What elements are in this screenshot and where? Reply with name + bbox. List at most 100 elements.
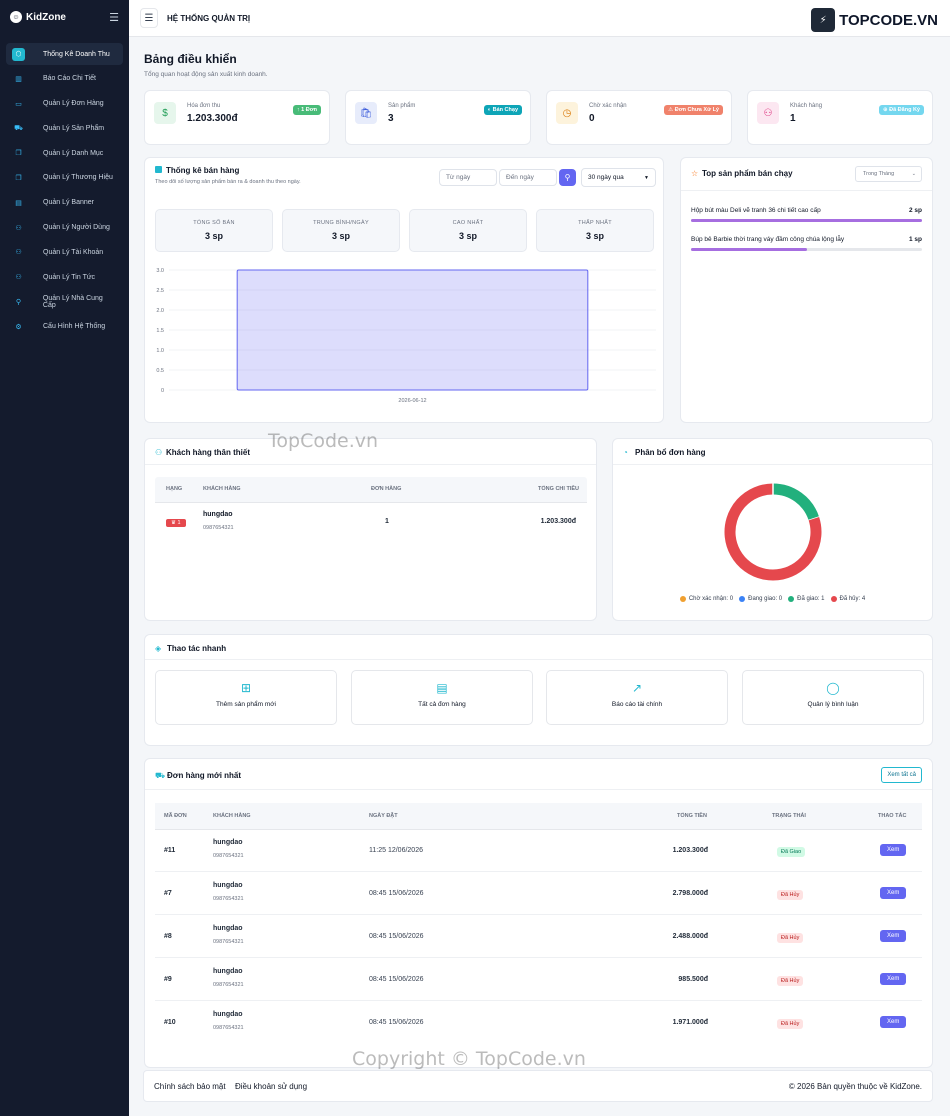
sidebar-item[interactable]: ❐ Quản Lý Danh Mục — [6, 142, 123, 164]
loyal-customers-card: ⚇ Khách hàng thân thiết HẠNG KHÁCH HÀNG … — [144, 438, 597, 621]
orders-table-header: MÃ ĐƠN KHÁCH HÀNG NGÀY ĐẶT TỔNG TIỀN TRẠ… — [155, 803, 922, 829]
col-orders: ĐƠN HÀNG — [371, 486, 402, 492]
view-order-button[interactable]: Xem — [880, 887, 907, 899]
legend-dot — [830, 596, 837, 602]
box-icon: ⬡ — [12, 47, 25, 61]
quick-action-button[interactable]: ▤ Tất cả đơn hàng — [351, 670, 533, 725]
sidebar-item[interactable]: ▤ Quản Lý Banner — [6, 192, 123, 214]
menu-toggle-button[interactable]: ☰ — [140, 8, 158, 28]
sidebar-item-label: Quản Lý Tin Tức — [43, 273, 96, 281]
order-status-cell: Đã Hủy — [777, 932, 804, 943]
sidebar-item[interactable]: ⚲ Quản Lý Nhà Cung Cấp — [6, 291, 123, 313]
sidebar-item[interactable]: ▥ Báo Cáo Chi Tiết — [6, 68, 123, 90]
view-order-button[interactable]: Xem — [880, 1016, 907, 1028]
page-title: Bảng điều khiển — [144, 52, 237, 66]
top-products-card: ☆ Top sản phẩm bán chạy Trong Tháng ⌄ Hộ… — [680, 157, 933, 423]
quick-action-button[interactable]: ◯ Quản lý bình luận — [742, 670, 924, 725]
order-total: 1.971.000đ — [672, 1019, 708, 1026]
top-product-bar-fill — [691, 248, 807, 251]
donut-slice[interactable] — [724, 483, 822, 581]
quick-action-label: Quản lý bình luận — [807, 701, 859, 708]
sidebar-item-label: Quản Lý Sản Phẩm — [43, 124, 105, 132]
sidebar-item[interactable]: ⚙ Cấu Hình Hệ Thống — [6, 316, 123, 338]
top-products-filter-label: Trong Tháng — [863, 171, 895, 177]
top-products-filter[interactable]: Trong Tháng ⌄ — [855, 166, 922, 182]
col-total: TỔNG TIỀN — [677, 813, 707, 819]
status-badge: Đã Hủy — [777, 976, 804, 986]
stat-icon: $ — [154, 102, 176, 124]
stat-card: $ Hóa đơn thu 1.203.300đ ↑ 1 Đơn — [144, 90, 330, 145]
watermark-logo: ⚡ TOPCODE.VN — [811, 8, 938, 32]
sidebar-item[interactable]: ⬡ Thống Kê Doanh Thu — [6, 43, 123, 65]
stat-badge: ⚠ Đơn Chưa Xử Lý — [664, 105, 723, 115]
copyright: © 2026 Bản quyền thuộc về KidZone. — [788, 1082, 922, 1091]
cart-icon: ⛟ — [155, 771, 166, 780]
stat-icon: ⚇ — [757, 102, 779, 124]
divider — [155, 502, 587, 503]
sidebar-item[interactable]: ⚇ Quản Lý Người Dùng — [6, 217, 123, 239]
order-customer-name: hungdao — [213, 925, 243, 932]
order-total: 2.798.000đ — [672, 890, 708, 897]
stat-value: 1 — [790, 113, 796, 124]
order-customer-phone: 0987654321 — [213, 896, 244, 902]
donut-slice[interactable] — [772, 483, 820, 521]
terms-link[interactable]: Điều khoản sử dụng — [235, 1082, 308, 1091]
mini-stat: CAO NHẤT 3 sp — [409, 209, 527, 252]
sidebar-item[interactable]: ⛟ Quản Lý Sản Phẩm — [6, 117, 123, 139]
orders-icon: ▤ — [436, 681, 448, 695]
bar[interactable] — [236, 269, 589, 391]
view-order-button[interactable]: Xem — [880, 844, 907, 856]
order-customer-name: hungdao — [213, 882, 243, 889]
top-products-title: Top sản phẩm bán chạy — [702, 169, 793, 178]
order-total: 2.488.000đ — [672, 933, 708, 940]
status-badge: Đã Hủy — [777, 1019, 804, 1029]
col-order-id: MÃ ĐƠN — [164, 813, 187, 819]
status-badge: Đã Hủy — [777, 933, 804, 943]
sidebar-item[interactable]: ▭ Quản Lý Đơn Hàng — [6, 93, 123, 115]
stat-icon: 🛍 — [355, 102, 377, 124]
copy-icon: ❐ — [15, 150, 22, 158]
top-title: HỆ THỐNG QUẢN TRỊ — [167, 13, 251, 23]
order-date: 08:45 15/06/2026 — [369, 933, 424, 940]
mini-stat-label: CAO NHẤT — [452, 220, 484, 226]
stat-label: Khách hàng — [790, 103, 823, 109]
stat-label: Chờ xác nhận — [589, 103, 627, 109]
customer-orders: 1 — [385, 518, 389, 525]
sales-icon — [155, 166, 162, 173]
col-customer: KHÁCH HÀNG — [203, 486, 241, 492]
privacy-link[interactable]: Chính sách bảo mật — [154, 1082, 226, 1091]
users-icon: ⚇ — [155, 448, 163, 457]
divider — [155, 829, 922, 830]
sidebar-item-label: Thống Kê Doanh Thu — [43, 50, 110, 58]
stat-card: 🛍 Sản phẩm 3 ◐ Bán Chạy — [345, 90, 531, 145]
sidebar-item[interactable]: ⚇ Quản Lý Tin Tức — [6, 266, 123, 288]
star-icon: ☆ — [691, 169, 699, 178]
view-all-button[interactable]: Xem tất cả — [881, 767, 922, 783]
top-product-name: Hộp bút màu Deli vẽ tranh 36 chi tiết ca… — [691, 207, 821, 214]
sidebar-item[interactable]: ⚇ Quản Lý Tài Khoản — [6, 241, 123, 263]
sidebar-toggle-icon[interactable]: ☰ — [109, 11, 119, 24]
pie-icon: ◔ — [623, 448, 628, 457]
top-product-qty: 2 sp — [908, 207, 922, 214]
divider — [681, 190, 932, 191]
order-id: #8 — [164, 933, 172, 940]
quick-action-button[interactable]: ⊞ Thêm sản phẩm mới — [155, 670, 337, 725]
sidebar-item[interactable]: ❐ Quản Lý Thương Hiệu — [6, 167, 123, 189]
view-order-button[interactable]: Xem — [880, 930, 907, 942]
range-select[interactable]: 30 ngày qua ▼ — [581, 168, 656, 187]
from-date-input[interactable]: Từ ngày — [439, 169, 497, 186]
users-icon: ⚇ — [15, 249, 22, 257]
to-date-input[interactable]: Đến ngày — [499, 169, 557, 186]
order-distribution-card: ◔ Phân bổ đơn hàng Chờ xác nhận: 0 Đang g… — [612, 438, 933, 621]
quick-action-label: Tất cả đơn hàng — [418, 701, 466, 708]
mini-stat: TỔNG SỐ BÁN 3 sp — [155, 209, 273, 252]
stat-card: ◷ Chờ xác nhận 0 ⚠ Đơn Chưa Xử Lý — [546, 90, 732, 145]
search-button[interactable]: ⚲ — [559, 169, 576, 186]
y-tick-label: 1.5 — [156, 328, 164, 334]
view-order-button[interactable]: Xem — [880, 973, 907, 985]
quick-action-button[interactable]: ↗ Báo cáo tài chính — [546, 670, 728, 725]
stat-value: 0 — [589, 113, 595, 124]
legend-item: Đã hủy: 4 — [830, 596, 865, 602]
comment-icon: ◯ — [826, 681, 840, 695]
legend-dot — [679, 596, 686, 602]
